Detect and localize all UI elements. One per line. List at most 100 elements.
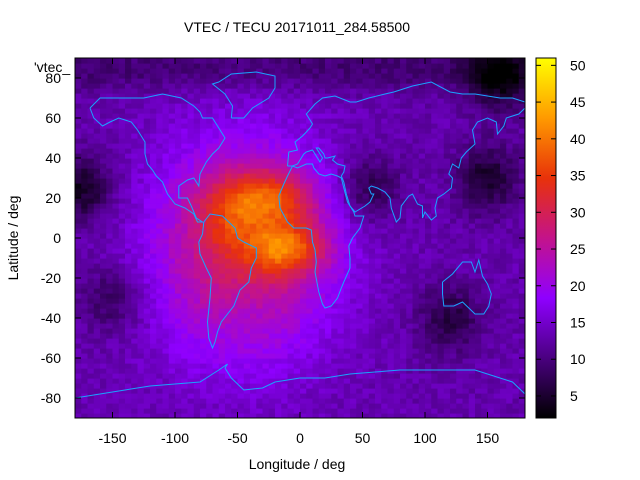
heatmap-cell	[168, 213, 176, 219]
heatmap-cell	[368, 368, 376, 374]
heatmap-cell	[312, 128, 320, 134]
heatmap-cell	[218, 193, 226, 199]
heatmap-cell	[493, 293, 501, 299]
heatmap-cell	[356, 353, 364, 359]
heatmap-cell	[400, 283, 407, 289]
heatmap-cell	[168, 118, 176, 124]
heatmap-cell	[250, 138, 257, 144]
heatmap-cell	[187, 88, 195, 94]
heatmap-cell	[456, 288, 464, 294]
heatmap-cell	[412, 308, 420, 314]
heatmap-cell	[118, 363, 126, 369]
heatmap-cell	[343, 253, 351, 259]
heatmap-cell	[425, 88, 432, 94]
heatmap-cell	[512, 233, 520, 239]
heatmap-cell	[487, 208, 495, 214]
heatmap-cell	[162, 218, 170, 224]
heatmap-cell	[181, 333, 189, 339]
heatmap-cell	[243, 108, 251, 114]
heatmap-cell	[150, 358, 157, 364]
heatmap-cell	[143, 193, 151, 199]
heatmap-cell	[262, 98, 270, 104]
heatmap-cell	[143, 118, 151, 124]
heatmap-cell	[118, 153, 126, 159]
heatmap-cell	[143, 198, 151, 204]
heatmap-cell	[243, 273, 251, 279]
heatmap-cell	[75, 243, 82, 249]
heatmap-cell	[312, 103, 320, 109]
heatmap-cell	[393, 273, 401, 279]
heatmap-cell	[81, 308, 89, 314]
heatmap-cell	[275, 138, 282, 144]
heatmap-cell	[425, 318, 432, 324]
heatmap-cell	[368, 338, 376, 344]
heatmap-cell	[200, 403, 207, 409]
heatmap-cell	[368, 283, 376, 289]
heatmap-cell	[125, 133, 132, 139]
heatmap-cell	[87, 158, 95, 164]
heatmap-cell	[218, 298, 226, 304]
heatmap-cell	[75, 143, 82, 149]
heatmap-cell	[187, 253, 195, 259]
heatmap-cell	[318, 243, 326, 249]
heatmap-cell	[393, 393, 401, 399]
heatmap-cell	[175, 93, 182, 99]
heatmap-cell	[125, 323, 132, 329]
heatmap-cell	[112, 273, 120, 279]
heatmap-cell	[518, 73, 525, 79]
heatmap-cell	[500, 88, 507, 94]
heatmap-cell	[237, 148, 245, 154]
heatmap-cell	[175, 263, 182, 269]
heatmap-cell	[350, 303, 357, 309]
heatmap-cell	[500, 108, 507, 114]
heatmap-cell	[306, 388, 314, 394]
heatmap-cell	[81, 358, 89, 364]
heatmap-cell	[106, 73, 114, 79]
heatmap-cell	[181, 258, 189, 264]
heatmap-cell	[500, 173, 507, 179]
heatmap-cell	[275, 378, 282, 384]
heatmap-cell	[506, 88, 514, 94]
heatmap-cell	[156, 158, 164, 164]
heatmap-cell	[181, 378, 189, 384]
heatmap-cell	[162, 248, 170, 254]
heatmap-cell	[487, 88, 495, 94]
heatmap-cell	[356, 223, 364, 229]
heatmap-cell	[425, 103, 432, 109]
heatmap-cell	[412, 363, 420, 369]
heatmap-cell	[287, 153, 295, 159]
heatmap-cell	[131, 103, 139, 109]
heatmap-cell	[81, 168, 89, 174]
heatmap-cell	[225, 333, 232, 339]
heatmap-cell	[437, 323, 445, 329]
heatmap-cell	[225, 273, 232, 279]
heatmap-cell	[400, 83, 407, 89]
heatmap-cell	[237, 143, 245, 149]
heatmap-cell	[193, 203, 201, 209]
heatmap-cell	[431, 383, 439, 389]
heatmap-cell	[387, 183, 395, 189]
heatmap-cell	[137, 78, 145, 84]
heatmap-cell	[462, 373, 470, 379]
heatmap-cell	[300, 383, 307, 389]
heatmap-cell	[100, 178, 107, 184]
heatmap-cell	[331, 168, 339, 174]
heatmap-cell	[156, 108, 164, 114]
heatmap-cell	[287, 273, 295, 279]
heatmap-cell	[337, 178, 345, 184]
heatmap-cell	[218, 323, 226, 329]
heatmap-cell	[162, 318, 170, 324]
heatmap-cell	[193, 83, 201, 89]
heatmap-cell	[243, 183, 251, 189]
heatmap-cell	[337, 348, 345, 354]
heatmap-cell	[400, 258, 407, 264]
heatmap-cell	[162, 183, 170, 189]
heatmap-cell	[287, 88, 295, 94]
heatmap-cell	[150, 243, 157, 249]
heatmap-cell	[456, 408, 464, 414]
heatmap-cell	[100, 208, 107, 214]
heatmap-cell	[175, 278, 182, 284]
heatmap-cell	[318, 253, 326, 259]
heatmap-cell	[375, 408, 382, 414]
heatmap-cell	[206, 393, 214, 399]
